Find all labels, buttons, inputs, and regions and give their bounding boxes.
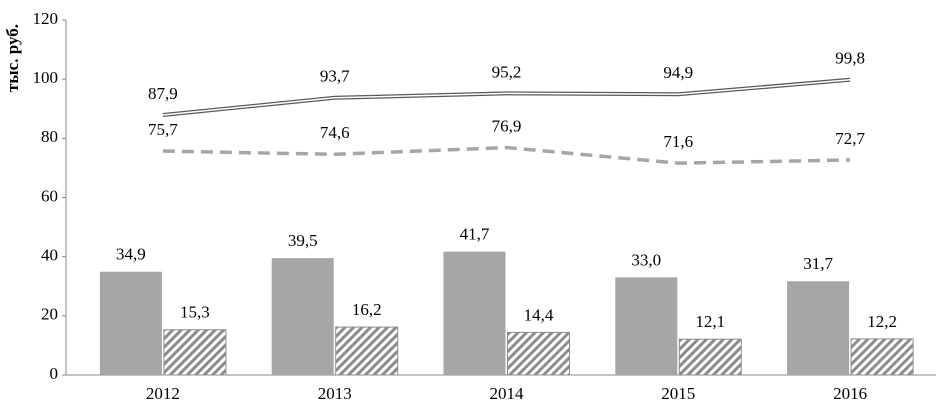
x-tick-label: 2013 bbox=[318, 384, 352, 403]
bar bbox=[163, 329, 227, 376]
y-tick-label: 100 bbox=[33, 68, 59, 87]
value-label: 14,4 bbox=[524, 305, 554, 324]
y-tick-label: 60 bbox=[41, 186, 58, 205]
bar bbox=[271, 258, 334, 375]
value-label: 74,6 bbox=[320, 123, 350, 142]
line-outer bbox=[162, 77, 851, 117]
value-label: 71,6 bbox=[663, 132, 693, 151]
bar bbox=[335, 326, 399, 376]
y-tick-label: 20 bbox=[41, 305, 58, 324]
bar bbox=[443, 251, 506, 375]
bar bbox=[787, 281, 850, 375]
value-label: 41,7 bbox=[460, 225, 490, 244]
value-label: 33,0 bbox=[631, 250, 661, 269]
bar bbox=[850, 338, 914, 376]
line bbox=[162, 79, 851, 116]
line bbox=[162, 145, 851, 165]
value-label: 87,9 bbox=[148, 84, 178, 103]
value-label: 12,1 bbox=[695, 312, 725, 331]
y-axis-label: тыс. руб. bbox=[3, 24, 22, 92]
value-label: 72,7 bbox=[835, 129, 865, 148]
bar bbox=[678, 338, 742, 376]
value-label: 99,8 bbox=[835, 49, 865, 68]
value-label: 75,7 bbox=[148, 120, 178, 139]
value-label: 76,9 bbox=[492, 116, 522, 135]
bar bbox=[99, 271, 162, 375]
y-tick-label: 0 bbox=[50, 364, 59, 383]
value-label: 39,5 bbox=[288, 231, 318, 250]
value-label: 95,2 bbox=[492, 62, 522, 81]
y-tick-label: 80 bbox=[41, 127, 58, 146]
y-tick-label: 40 bbox=[41, 246, 58, 265]
value-label: 12,2 bbox=[867, 312, 897, 331]
x-tick-label: 2016 bbox=[833, 384, 867, 403]
value-label: 94,9 bbox=[663, 63, 693, 82]
x-tick-label: 2012 bbox=[146, 384, 180, 403]
value-label: 31,7 bbox=[803, 254, 833, 273]
value-label: 15,3 bbox=[180, 303, 210, 322]
value-label: 34,9 bbox=[116, 245, 146, 264]
value-label: 16,2 bbox=[352, 300, 382, 319]
bar bbox=[615, 277, 678, 375]
value-label: 93,7 bbox=[320, 67, 350, 86]
x-tick-label: 2014 bbox=[490, 384, 525, 403]
bar bbox=[507, 331, 570, 376]
y-tick-label: 120 bbox=[33, 9, 59, 28]
x-tick-label: 2015 bbox=[661, 384, 695, 403]
